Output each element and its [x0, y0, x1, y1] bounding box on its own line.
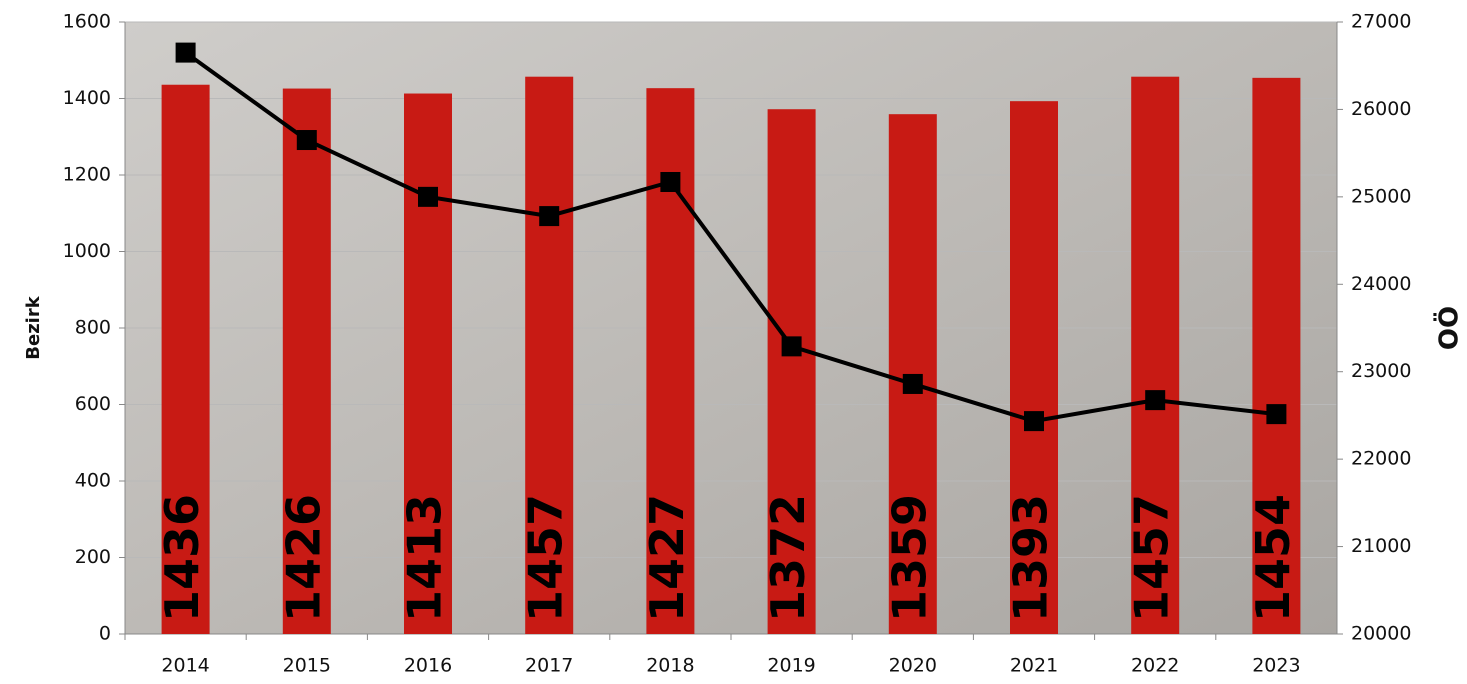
line-marker: [1024, 411, 1044, 432]
line-marker: [418, 186, 438, 207]
y2-tick-label: 21000: [1351, 535, 1411, 557]
line-marker: [1266, 404, 1287, 425]
bar-value-label: 1393: [1004, 494, 1058, 622]
bar: [282, 88, 331, 635]
bar-value-label: 1427: [640, 494, 694, 622]
x-tick-label: 2023: [1252, 655, 1300, 677]
y2-tick-label: 24000: [1351, 273, 1411, 295]
line-marker: [1145, 390, 1166, 411]
y2-tick-label: 26000: [1351, 98, 1411, 120]
x-tick-label: 2018: [646, 655, 694, 677]
y2-axis-label: OÖ: [1432, 306, 1465, 350]
bar-value-label: 1413: [398, 494, 452, 622]
y-tick-label: 800: [75, 317, 111, 339]
y-tick-label: 1200: [63, 164, 111, 186]
bar-value-label: 1359: [882, 494, 936, 622]
bar: [767, 109, 816, 634]
bar: [161, 84, 210, 635]
y2-tick-label: 20000: [1351, 623, 1411, 645]
y-tick-label: 600: [75, 393, 111, 415]
line-marker: [902, 373, 923, 394]
y-tick-label: 1000: [63, 240, 111, 262]
bar-value-label: 1372: [761, 494, 815, 622]
bar-value-label: 1454: [1246, 494, 1300, 622]
bar: [1252, 77, 1301, 635]
line-marker: [539, 206, 560, 227]
line-marker: [781, 336, 802, 357]
x-tick-label: 2020: [889, 655, 937, 677]
x-tick-label: 2022: [1131, 655, 1179, 677]
bar-value-label: 1457: [1125, 494, 1179, 622]
x-tick-label: 2017: [525, 655, 573, 677]
y2-tick-label: 25000: [1351, 185, 1411, 207]
x-tick-label: 2016: [404, 655, 452, 677]
line-marker: [296, 130, 317, 151]
x-tick-label: 2015: [283, 655, 331, 677]
bar: [525, 76, 574, 634]
bar-value-label: 1457: [519, 494, 573, 622]
y2-tick-label: 23000: [1351, 360, 1411, 382]
bar: [1010, 101, 1058, 635]
y-tick-label: 200: [75, 546, 111, 568]
x-tick-label: 2021: [1010, 655, 1058, 677]
bar-value-label: 1426: [276, 494, 330, 622]
y-tick-label: 400: [75, 470, 111, 492]
line-marker: [175, 42, 196, 63]
bar: [1131, 76, 1180, 634]
y-tick-label: 1400: [63, 87, 111, 109]
x-tick-label: 2019: [767, 655, 815, 677]
y-axis-label: Bezirk: [23, 295, 44, 359]
bar-value-label: 1436: [155, 494, 209, 622]
y-tick-label: 0: [99, 623, 111, 645]
line: [184, 50, 1277, 424]
line-marker: [660, 171, 681, 192]
x-tick-label: 2014: [161, 655, 209, 677]
y2-tick-label: 22000: [1351, 448, 1411, 470]
bar: [404, 93, 452, 635]
y2-tick-label: 27000: [1351, 11, 1411, 33]
y-tick-label: 1600: [63, 11, 111, 33]
